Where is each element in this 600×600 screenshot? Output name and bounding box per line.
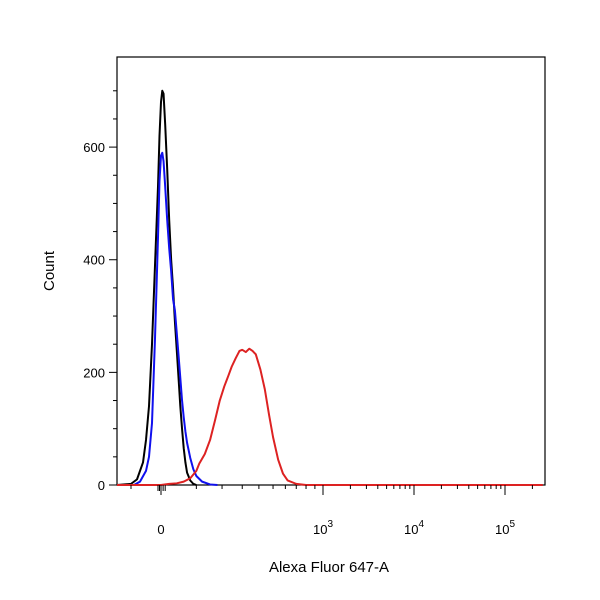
y-tick-label: 200 — [83, 365, 105, 380]
series-line-0 — [116, 89, 197, 486]
x-tick-label: 104 — [404, 519, 424, 537]
series-line-1 — [117, 151, 218, 486]
x-tick-label: 103 — [313, 519, 333, 537]
y-tick-label: 400 — [83, 253, 105, 268]
plot-frame — [116, 56, 546, 486]
x-axis: 0 103 104 105 — [130, 485, 533, 537]
x-axis-title: Alexa Fluor 647-A — [269, 559, 389, 576]
y-axis-title: Count — [41, 250, 58, 291]
series-line-2 — [117, 347, 543, 486]
x-tick-label: 0 — [157, 522, 164, 537]
y-axis: 0 200 400 600 — [83, 90, 117, 493]
x-tick-label: 105 — [495, 519, 515, 537]
series-layer — [116, 89, 543, 486]
y-tick-label: 0 — [98, 478, 105, 493]
y-tick-label: 600 — [83, 140, 105, 155]
